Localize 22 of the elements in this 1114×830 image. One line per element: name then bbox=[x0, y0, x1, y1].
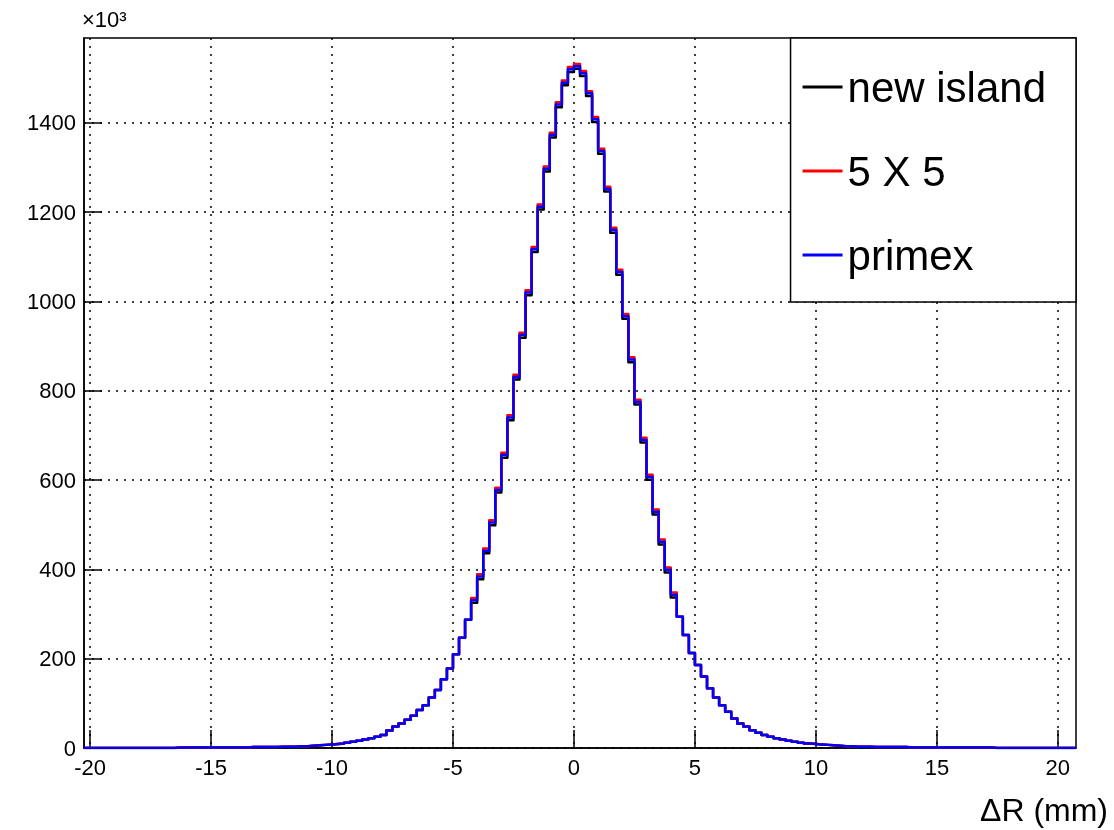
y-tick-label: 1400 bbox=[27, 110, 76, 136]
x-tick-label: 20 bbox=[1045, 754, 1071, 780]
legend-label: 5 X 5 bbox=[847, 147, 946, 195]
x-axis-title: ΔR (mm) bbox=[980, 792, 1108, 828]
y-tick-label: 400 bbox=[39, 556, 76, 582]
legend-label: new island bbox=[847, 63, 1047, 111]
x-tick-label: -10 bbox=[316, 754, 348, 780]
x-tick-label: -5 bbox=[443, 754, 463, 780]
y-tick-label: 200 bbox=[39, 646, 76, 672]
y-tick-label: 0 bbox=[63, 735, 76, 761]
x-tick-label: -15 bbox=[195, 754, 227, 780]
x-tick-label: 0 bbox=[567, 754, 581, 780]
x-tick-label: 10 bbox=[803, 754, 829, 780]
x-tick-label: 15 bbox=[924, 754, 950, 780]
y-tick-label: 600 bbox=[39, 467, 76, 493]
x-tick-label: 5 bbox=[688, 754, 702, 780]
y-tick-label: 1200 bbox=[27, 199, 76, 225]
x-tick-label: -20 bbox=[74, 754, 106, 780]
legend-label: primex bbox=[847, 231, 974, 279]
y-tick-label: 1000 bbox=[27, 288, 76, 314]
text: ×10³ bbox=[82, 6, 127, 32]
y-tick-label: 800 bbox=[39, 378, 76, 404]
